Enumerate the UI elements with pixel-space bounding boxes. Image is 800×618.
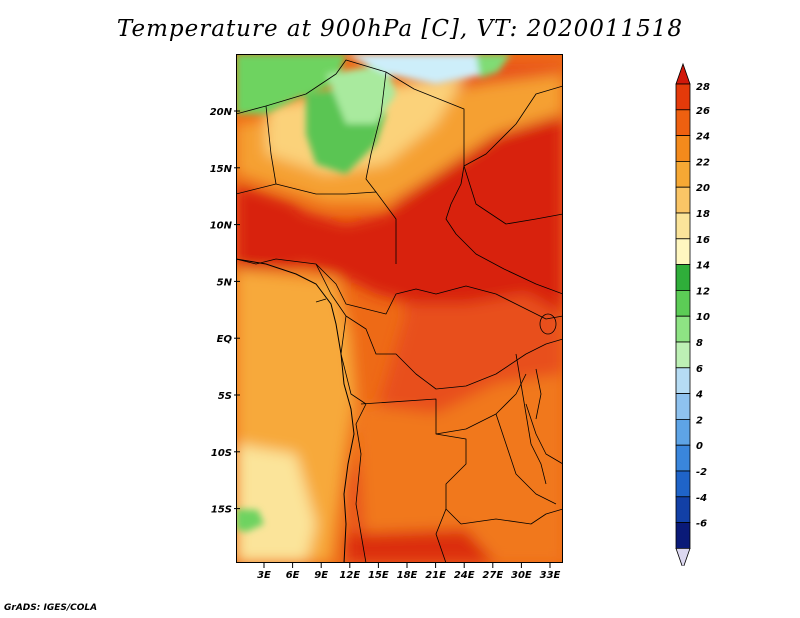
- colorbar-box: [675, 212, 691, 240]
- lat-label: 10S: [211, 448, 232, 459]
- colorbar-box: [675, 186, 691, 214]
- colorbar-label: 14: [696, 261, 710, 272]
- lon-label: 18E: [397, 570, 418, 581]
- lon-label: 24E: [454, 570, 475, 581]
- longitude-axis: 3E 6E 9E 12E 15E 18E 21E 24E 27E 30E 33E: [257, 563, 561, 581]
- lat-label: 5S: [218, 391, 232, 402]
- lon-label: 30E: [511, 570, 532, 581]
- temp-field-south-red: [346, 529, 496, 563]
- colorbar-label: 6: [696, 364, 703, 375]
- lon-label: 15E: [368, 570, 389, 581]
- colorbar-box: [675, 83, 691, 111]
- lon-label: 3E: [257, 570, 271, 581]
- lat-label: EQ: [217, 334, 233, 345]
- lon-label: 12E: [339, 570, 360, 581]
- colorbar-bottom-arrow: [675, 547, 691, 566]
- lon-label: 21E: [425, 570, 446, 581]
- lakes: [315, 298, 557, 485]
- cool-area-green-northeast: [476, 54, 511, 78]
- temp-field-18-20-southwest: [236, 444, 316, 563]
- country-borders: [236, 59, 563, 563]
- lat-label: 10N: [210, 221, 233, 232]
- lon-label: 27E: [482, 570, 503, 581]
- lon-label: 6E: [286, 570, 300, 581]
- colorbar-label: 2: [696, 415, 703, 426]
- lon-label: 33E: [540, 570, 561, 581]
- colorbar-label: 10: [696, 312, 710, 323]
- map-panel: [236, 54, 563, 563]
- colorbar-box: [675, 109, 691, 136]
- colorbar-box: [675, 341, 691, 369]
- colorbar-box: [675, 522, 691, 549]
- colorbar-box: [675, 367, 691, 394]
- colorbar-top-arrow: [675, 62, 691, 85]
- coastline: [236, 258, 355, 563]
- colorbar-box: [675, 264, 691, 291]
- lat-label: 15N: [210, 164, 233, 175]
- temp-field-26-28: [256, 114, 563, 314]
- cool-area-green-southwest: [236, 509, 264, 532]
- colorbar-label: 4: [695, 390, 703, 401]
- colorbar-label: -2: [696, 467, 707, 478]
- colorbar-box: [675, 444, 691, 472]
- lat-label: 15S: [211, 505, 232, 516]
- colorbar-label: 12: [696, 286, 710, 297]
- colorbar-label: 0: [696, 441, 703, 452]
- colorbar-box: [675, 315, 691, 343]
- chart-title: Temperature at 900hPa [C], VT: 202001151…: [116, 16, 684, 42]
- cool-area-blue-north: [346, 54, 506, 84]
- colorbar-box: [675, 418, 691, 446]
- footer-credit: GrADS: IGES/COLA: [4, 603, 98, 613]
- colorbar-label: 18: [696, 209, 710, 220]
- colorbar-box: [675, 393, 691, 420]
- temp-field-southeast: [356, 374, 563, 563]
- colorbar-label: 26: [696, 106, 710, 117]
- latitude-axis: 20N 15N 10N 5N EQ 5S 10S 15S: [210, 107, 240, 516]
- colorbar-label: 28: [696, 82, 710, 93]
- colorbar-box: [675, 161, 691, 188]
- cool-area-green-west: [236, 54, 346, 114]
- colorbar-box: [675, 470, 691, 498]
- colorbar-label: 8: [696, 338, 703, 349]
- lat-label: 20N: [210, 107, 233, 118]
- colorbar-label: -6: [696, 519, 707, 530]
- colorbar-label: 16: [696, 235, 710, 246]
- colorbar-label: 20: [696, 183, 710, 194]
- cool-area-lightgreen: [326, 64, 396, 124]
- colorbar-box: [675, 496, 691, 523]
- colorbar-label: 22: [696, 157, 710, 168]
- lat-label: 5N: [217, 277, 233, 288]
- colorbar-label: 24: [696, 132, 710, 143]
- colorbar-box: [675, 289, 691, 317]
- colorbar-box: [675, 135, 691, 162]
- colorbar-box: [675, 238, 691, 266]
- lon-label: 9E: [314, 570, 328, 581]
- colorbar-label: -4: [696, 493, 707, 504]
- temp-field-west-coast: [236, 184, 326, 269]
